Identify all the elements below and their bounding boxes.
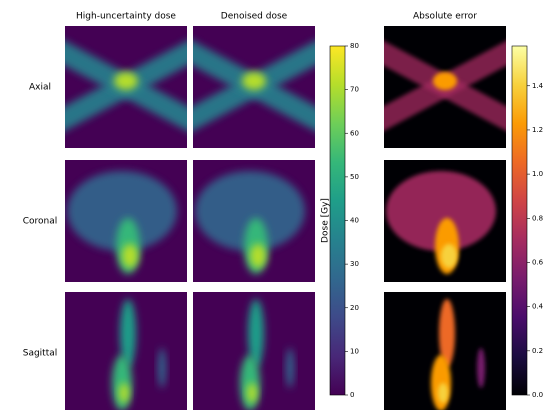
- image-panel: [49, 26, 203, 148]
- colorbar-label: Dose [Gy]: [321, 198, 331, 243]
- colorbar-tick-label: 1.0: [532, 170, 543, 178]
- side-structure: [477, 348, 485, 388]
- column-title: Denoised dose: [221, 12, 288, 22]
- colorbar-tick-label: 1.4: [532, 82, 544, 90]
- colorbar-tick-label: 70: [350, 86, 359, 94]
- image-panel: [193, 160, 315, 282]
- colorbar-tick-label: 1.2: [532, 126, 543, 134]
- image-panel: [65, 292, 187, 410]
- colorbar-tick-label: 60: [350, 129, 359, 137]
- row-label: Coronal: [23, 217, 58, 227]
- colorbar-tick-label: 30: [350, 260, 359, 268]
- colorbar-tick-label: 40: [350, 217, 359, 225]
- colorbar-tick-label: 0.2: [532, 347, 543, 355]
- colorbar-tick-label: 20: [350, 304, 359, 312]
- hot-spot: [242, 72, 266, 90]
- colorbar-tick-label: 0.4: [532, 303, 544, 311]
- hot-spot: [247, 383, 257, 403]
- colorbar-tick-label: 80: [350, 42, 359, 50]
- hot-spot: [114, 72, 138, 90]
- hot-spot: [433, 72, 457, 90]
- colorbar-tick-label: 0.6: [532, 258, 544, 266]
- column-title: Absolute error: [413, 12, 477, 22]
- colorbar-tick-label: 0.8: [532, 214, 543, 222]
- colorbar-tick-label: 10: [350, 347, 359, 355]
- image-panel: [193, 292, 315, 410]
- image-panel: [368, 26, 522, 148]
- colorbar-tick-label: 50: [350, 173, 359, 181]
- row-label: Sagittal: [23, 349, 58, 359]
- colorbar-tick-label: 0.0: [532, 391, 543, 399]
- side-structure: [158, 348, 166, 388]
- hot-spot: [441, 244, 457, 268]
- image-panel: [65, 160, 187, 282]
- colorbar: [512, 46, 527, 395]
- column-title: High-uncertainty dose: [76, 12, 176, 22]
- figure: High-uncertainty dose Denoised dose Absolu…: [0, 0, 553, 410]
- side-structure: [286, 348, 294, 388]
- colorbar-tick-label: 0: [350, 391, 354, 399]
- hot-spot: [250, 244, 266, 268]
- image-panel: [384, 292, 506, 410]
- hot-spot: [438, 383, 448, 403]
- image-panel: [177, 26, 331, 148]
- hot-spot: [119, 383, 129, 403]
- colorbar: [330, 46, 345, 395]
- row-label: Axial: [29, 83, 51, 93]
- hot-spot: [122, 244, 138, 268]
- image-panel: [384, 160, 506, 282]
